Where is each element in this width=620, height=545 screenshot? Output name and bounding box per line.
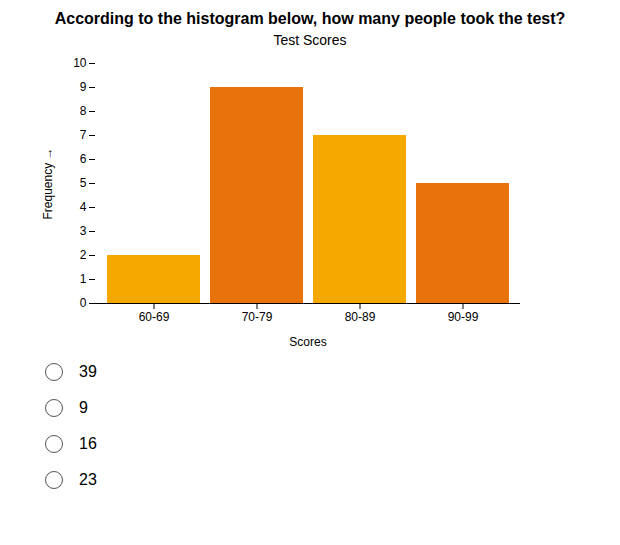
html-text:According to the histogram bel: According to the histogram below, how ma… (54, 10, 566, 27)
svg-text:9: 9 (80, 80, 87, 94)
html-text:9: 9 (79, 399, 88, 416)
svg-text:90-99: 90-99 (448, 310, 479, 324)
html-text:16: 16 (79, 435, 97, 452)
svg-text:2: 2 (80, 248, 87, 262)
svg-text:7: 7 (80, 128, 87, 142)
svg-text:3: 3 (80, 224, 87, 238)
svg-text:5: 5 (80, 176, 87, 190)
svg-text:Scores: Scores (289, 335, 326, 349)
html-text:23: 23 (79, 471, 97, 488)
html-text:Test Scores: Test Scores (273, 32, 347, 48)
html-text:39: 39 (79, 363, 97, 380)
svg-text:Frequency →: Frequency → (41, 147, 55, 219)
svg-text:6: 6 (80, 152, 87, 166)
svg-text:4: 4 (80, 200, 87, 214)
svg-text:0: 0 (80, 296, 87, 310)
svg-text:60-69: 60-69 (139, 310, 170, 324)
svg-text:1: 1 (80, 272, 87, 286)
svg-text:10: 10 (73, 56, 87, 70)
svg-text:8: 8 (80, 104, 87, 118)
svg-text:80-89: 80-89 (345, 310, 376, 324)
svg-text:70-79: 70-79 (242, 310, 273, 324)
